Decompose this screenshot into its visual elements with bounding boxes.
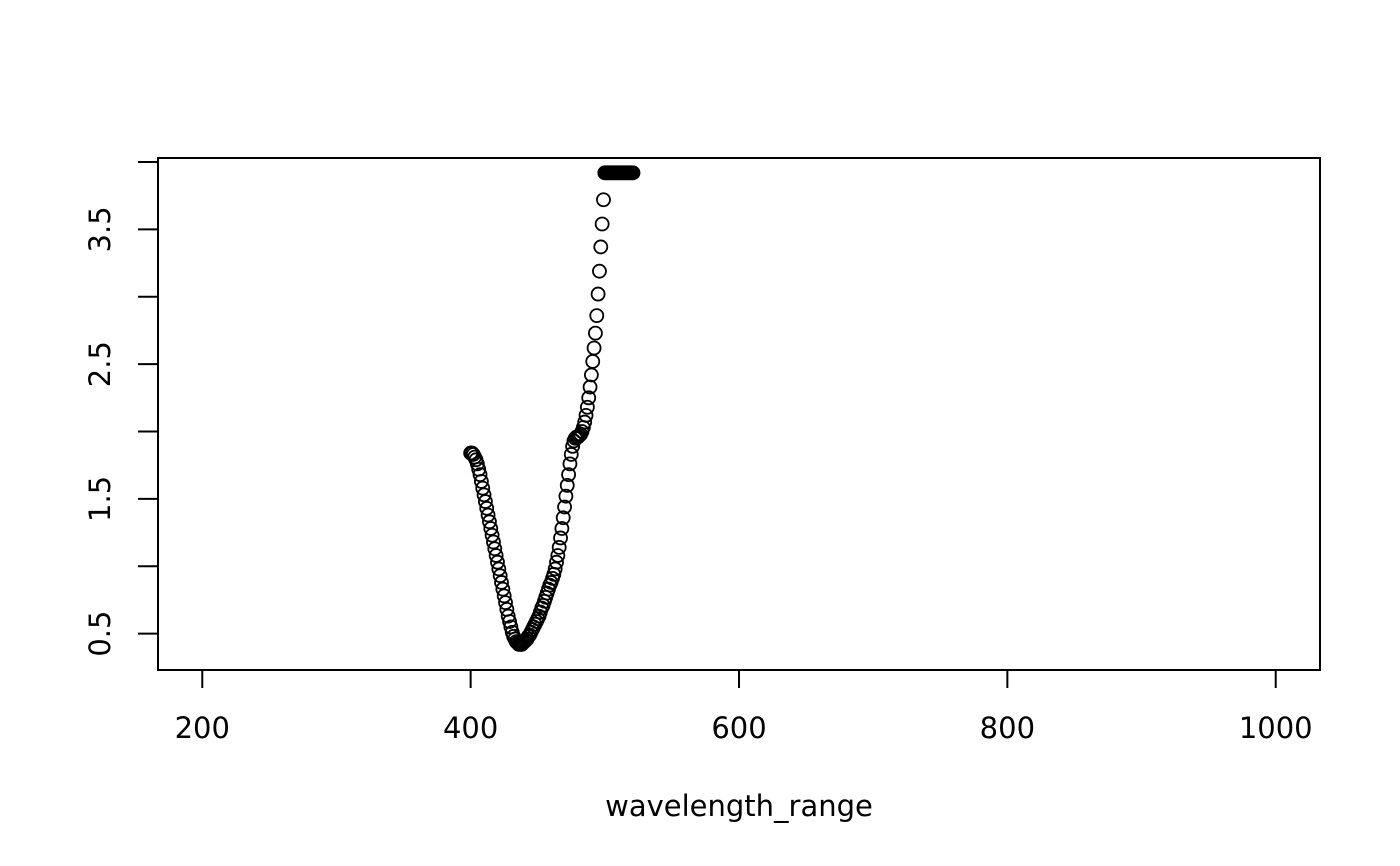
x-tick-label: 800 (980, 711, 1035, 745)
data-point (494, 575, 509, 590)
data-point (475, 480, 491, 496)
data-point (592, 263, 607, 279)
data-point (562, 456, 578, 472)
data-point (596, 192, 611, 208)
data-point (559, 478, 575, 493)
data-point (551, 539, 567, 555)
x-axis-title: wavelength_range (605, 789, 873, 823)
y-tick-label: 1.5 (83, 476, 117, 522)
data-point (491, 561, 507, 577)
x-tick-label: 200 (175, 711, 230, 745)
data-point (547, 561, 563, 577)
data-point (584, 367, 599, 383)
data-point (554, 521, 570, 536)
data-point (561, 467, 576, 483)
data-point (484, 527, 500, 543)
data-point (498, 595, 513, 611)
y-tick-label: 0.5 (83, 611, 117, 657)
data-point (472, 467, 488, 483)
data-point (578, 407, 594, 423)
y-axis: 0.5 1.5 2.5 3.5 (83, 161, 159, 657)
y-tick-label: 2.5 (83, 341, 117, 387)
data-point (557, 499, 572, 515)
data-point (549, 554, 564, 570)
data-point (477, 494, 493, 509)
data-point (563, 447, 579, 462)
data-point (589, 308, 605, 324)
plot-box (157, 157, 1321, 671)
data-points (463, 165, 641, 652)
data-point (586, 340, 602, 356)
x-tick-label: 1000 (1239, 711, 1313, 745)
data-point (476, 487, 492, 503)
data-point (588, 325, 603, 341)
data-point (482, 514, 497, 530)
x-tick-label: 400 (443, 711, 498, 745)
data-point (483, 521, 499, 536)
data-point (502, 614, 517, 629)
data-point (577, 414, 593, 430)
data-point (495, 581, 511, 597)
x-axis: 200 400 600 800 1000 (175, 669, 1313, 745)
data-point (488, 548, 504, 563)
data-point (479, 500, 495, 516)
data-point (496, 588, 512, 604)
data-point (500, 608, 516, 624)
data-point (487, 541, 503, 557)
data-point (469, 456, 485, 472)
data-point (625, 165, 641, 181)
data-point (492, 568, 508, 584)
data-point (490, 554, 505, 570)
data-point (486, 534, 501, 550)
data-point (590, 286, 606, 302)
data-point (553, 530, 568, 546)
data-point (579, 399, 595, 415)
data-point (594, 216, 610, 232)
data-point (585, 354, 601, 369)
data-point (555, 510, 571, 526)
data-point (593, 239, 609, 255)
data-point (550, 548, 566, 563)
x-tick-label: 600 (711, 711, 766, 745)
data-point (473, 473, 489, 489)
data-point (571, 428, 587, 443)
data-point (558, 488, 574, 504)
data-point (480, 507, 496, 523)
data-point (581, 390, 597, 406)
y-tick-label: 3.5 (83, 206, 117, 252)
